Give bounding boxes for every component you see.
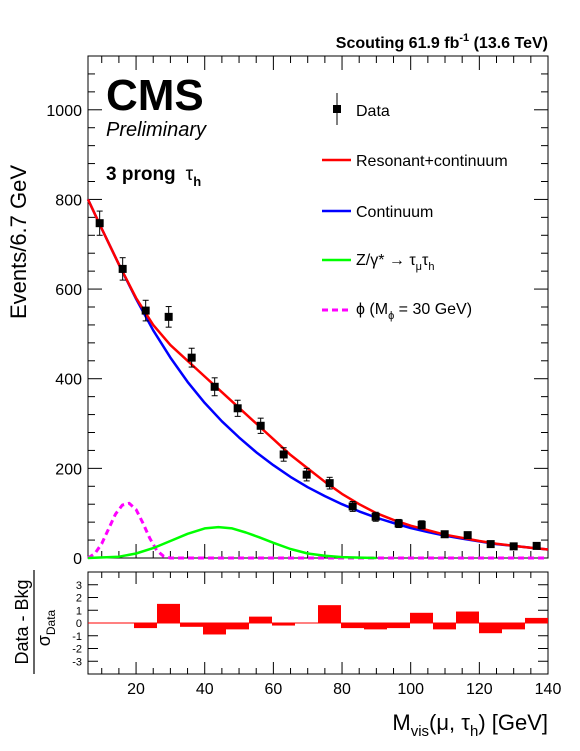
x-tick-label: 120 <box>466 681 493 698</box>
data-point <box>394 519 403 528</box>
ratio-bar <box>272 623 295 626</box>
ratio-y-tick-label: 0 <box>76 618 82 630</box>
x-tick-label: 80 <box>333 681 351 698</box>
ratio-bar <box>180 623 203 627</box>
legend-resonant-label: Resonant+continuum <box>356 153 508 170</box>
data-point <box>440 530 449 539</box>
y-tick-label: 0 <box>73 551 82 568</box>
ratio-bar <box>433 623 456 630</box>
y-axis-label: Events/6.7 GeV <box>6 165 31 319</box>
ratio-y-tick-label: -1 <box>72 631 82 643</box>
ratio-y-tick-label: 1 <box>76 605 82 617</box>
x-tick-label: 100 <box>397 681 424 698</box>
ratio-bar <box>387 623 410 629</box>
ratio-y-tick-label: 3 <box>76 580 82 592</box>
legend-continuum-label: Continuum <box>356 204 433 221</box>
data-point <box>532 541 541 550</box>
x-axis-label: Mvis(μ, τh) [GeV] <box>392 710 548 740</box>
ratio-bar <box>525 617 548 623</box>
svg-text:σData: σData <box>34 609 58 646</box>
series-line-2 <box>87 525 377 560</box>
ratio-bar <box>226 623 249 630</box>
ratio-bar <box>456 611 479 623</box>
ratio-bar <box>203 623 226 635</box>
main-axis-ticks: 0 200 400 600 800 1000 <box>46 56 549 568</box>
ratio-bar <box>341 623 364 629</box>
ratio-bar <box>502 623 525 630</box>
series-line-3 <box>87 501 548 560</box>
category-label: 3 prong τh <box>106 164 201 189</box>
svg-text:Data - Bkg: Data - Bkg <box>12 579 32 664</box>
data-point <box>371 512 380 521</box>
legend-data-marker <box>333 93 341 125</box>
ratio-bar <box>479 623 502 634</box>
ratio-bars <box>134 603 548 635</box>
data-points <box>95 210 541 551</box>
data-point <box>279 450 288 459</box>
data-point <box>302 470 311 479</box>
data-point <box>95 219 104 228</box>
data-point <box>348 502 357 511</box>
series-line-0 <box>86 198 549 551</box>
cms-label: CMS <box>106 71 204 120</box>
data-point <box>509 542 518 551</box>
x-tick-label: 60 <box>264 681 282 698</box>
y-tick-label: 800 <box>55 192 82 209</box>
data-point <box>417 520 426 529</box>
data-point <box>210 382 219 391</box>
data-point <box>463 531 472 540</box>
data-point <box>141 306 150 315</box>
y-tick-label: 1000 <box>46 103 82 120</box>
main-curves <box>86 198 549 560</box>
preliminary-label: Preliminary <box>106 119 207 141</box>
y-tick-label: 600 <box>55 282 82 299</box>
data-point <box>325 479 334 488</box>
data-point <box>486 540 495 549</box>
x-tick-label: 140 <box>535 681 562 698</box>
series-line-1 <box>86 198 549 551</box>
ratio-y-label: Data - Bkg σData <box>12 570 58 674</box>
ratio-bar <box>410 612 433 623</box>
y-tick-label: 400 <box>55 372 82 389</box>
data-point <box>118 264 127 273</box>
data-point <box>256 421 265 430</box>
data-point <box>164 312 173 321</box>
ratio-y-tick-label: 2 <box>76 593 82 605</box>
data-point <box>187 353 196 362</box>
ratio-bar <box>157 603 180 623</box>
lumi-label: Scouting 61.9 fb-1 (13.6 TeV) <box>336 32 548 52</box>
x-tick-label: 40 <box>196 681 214 698</box>
ratio-bar <box>364 623 387 630</box>
legend-data-label: Data <box>356 103 390 120</box>
ratio-y-tick-label: -3 <box>72 656 82 668</box>
legend-phi-label: ϕ (Mϕ = 30 GeV) <box>356 301 472 322</box>
ratio-y-tick-label: -2 <box>72 644 82 656</box>
ratio-bar <box>249 616 272 623</box>
y-tick-label: 200 <box>55 461 82 478</box>
ratio-bar <box>134 623 157 629</box>
data-point <box>233 404 242 413</box>
legend: Data Resonant+continuum Continuum Z/γ* →… <box>322 93 508 322</box>
legend-zgamma-label: Z/γ* → τμτh <box>356 252 434 273</box>
ratio-bar <box>318 605 341 623</box>
x-tick-label: 20 <box>127 681 145 698</box>
